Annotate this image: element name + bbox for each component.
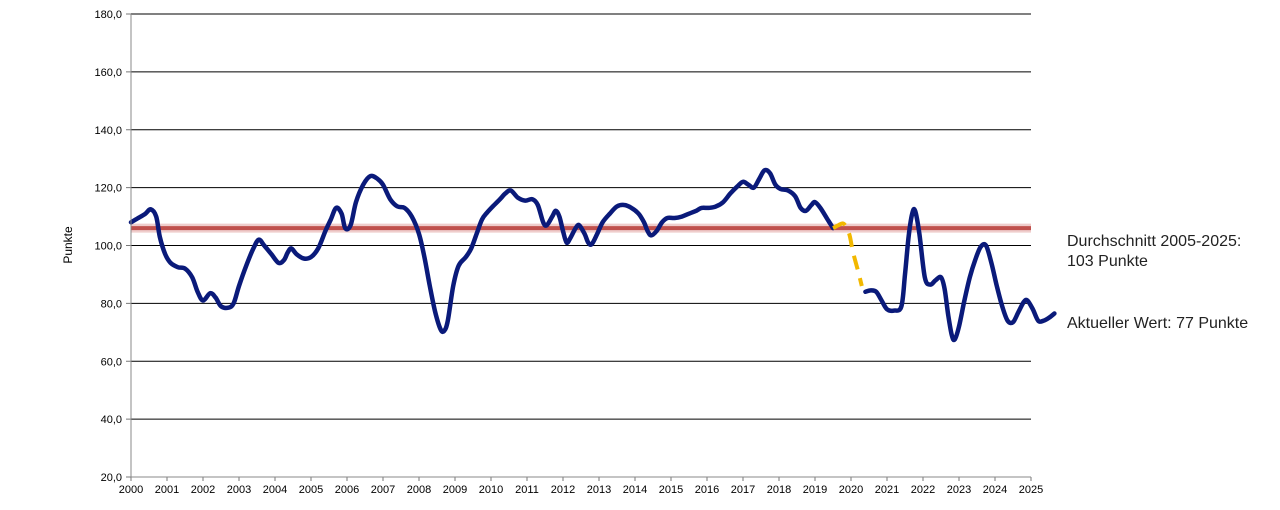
x-tick-label: 2012	[551, 484, 575, 496]
x-tick-label: 2024	[983, 484, 1007, 496]
x-tick-label: 2019	[803, 484, 827, 496]
x-tick-label: 2000	[119, 484, 143, 496]
x-tick-label: 2007	[371, 484, 395, 496]
y-axis-ticks: 20,0 40,0 60,0 80,0 100,0 120,0 140,0 160,0 180,…	[94, 9, 131, 484]
axes	[130, 14, 1031, 478]
series-lines	[128, 167, 1057, 343]
y-axis-label: Punkte	[61, 226, 75, 264]
average-annotation-line1: Durchschnitt 2005-2025:	[1067, 233, 1242, 250]
x-tick-label: 2001	[155, 484, 179, 496]
x-tick-label: 2011	[515, 484, 539, 496]
x-tick-label: 2010	[479, 484, 503, 496]
x-tick-label: 2006	[335, 484, 359, 496]
x-tick-label: 2022	[911, 484, 935, 496]
y-tick-label: 80,0	[101, 298, 122, 310]
series-line-recent-2020-2024	[863, 206, 1057, 343]
x-tick-label: 2021	[875, 484, 899, 496]
y-tick-label: 40,0	[101, 414, 122, 426]
x-tick-label: 2003	[227, 484, 251, 496]
x-tick-label: 2004	[263, 484, 287, 496]
x-tick-label: 2009	[443, 484, 467, 496]
y-tick-label: 20,0	[101, 472, 122, 484]
x-tick-label: 2008	[407, 484, 431, 496]
x-tick-label: 2020	[839, 484, 863, 496]
y-tick-label: 120,0	[94, 183, 122, 195]
y-tick-label: 160,0	[94, 67, 122, 79]
series-line-main-2000-2019	[128, 167, 836, 335]
x-tick-label: 2023	[947, 484, 971, 496]
average-annotation: Durchschnitt 2005-2025: 103 Punkte	[1067, 232, 1241, 272]
x-tick-label: 2015	[659, 484, 683, 496]
x-tick-label: 2018	[767, 484, 791, 496]
x-tick-label: 2002	[191, 484, 215, 496]
gridlines	[131, 13, 1031, 478]
average-annotation-line2: 103 Punkte	[1067, 253, 1148, 270]
y-tick-label: 140,0	[94, 125, 122, 137]
y-tick-label: 100,0	[94, 241, 122, 253]
x-tick-label: 2017	[731, 484, 755, 496]
x-axis-ticks: 2000 2001 2002 2003 2004 2005 2006 2007 2008 2009…	[119, 477, 1043, 496]
x-tick-label: 2013	[587, 484, 611, 496]
x-tick-label: 2016	[695, 484, 719, 496]
series-line-gap-2019-2020	[832, 221, 864, 287]
current-value-annotation: Aktueller Wert: 77 Punkte	[1067, 315, 1249, 332]
y-tick-label: 60,0	[101, 356, 122, 368]
y-tick-label: 180,0	[94, 9, 122, 21]
x-tick-label: 2005	[299, 484, 323, 496]
x-tick-label: 2014	[623, 484, 647, 496]
x-tick-label: 2025	[1019, 484, 1043, 496]
